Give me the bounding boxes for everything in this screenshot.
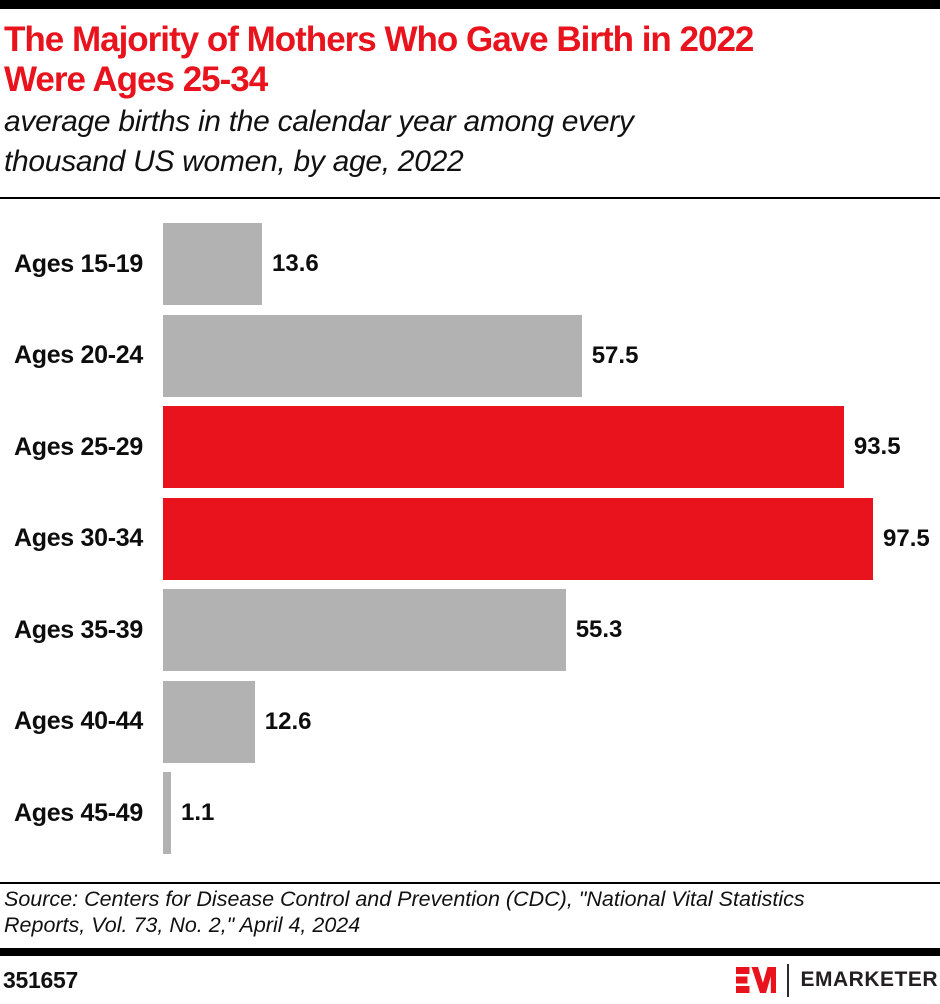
chart-title: The Majority of Mothers Who Gave Birth i… bbox=[4, 20, 904, 100]
footer-accent-bar bbox=[0, 948, 940, 956]
value-label: 97.5 bbox=[883, 524, 930, 552]
chart-row: Ages 20-24 57.5 bbox=[0, 314, 940, 397]
value-label: 57.5 bbox=[591, 341, 639, 369]
title-line-1: The Majority of Mothers Who Gave Birth i… bbox=[4, 20, 754, 59]
bar-ages-45-49 bbox=[163, 772, 171, 854]
em-logo-icon bbox=[736, 967, 777, 993]
source-line-1: Source: Centers for Disease Control and … bbox=[4, 887, 805, 911]
bar-ages-35-39 bbox=[163, 589, 566, 671]
subtitle-line-2: thousand US women, by age, 2022 bbox=[4, 145, 464, 178]
value-label: 55.3 bbox=[575, 616, 623, 643]
bar-ages-15-19 bbox=[163, 223, 263, 305]
chart-id: 351657 bbox=[3, 966, 78, 993]
category-label: Ages 35-39 bbox=[13, 615, 143, 644]
bar-chart: Ages 15-19 13.6 Ages 20-24 57.5 Ages 25-29 93… bbox=[0, 223, 940, 854]
bar-ages-40-44 bbox=[163, 680, 255, 763]
chart-row: Ages 40-44 12.6 bbox=[0, 680, 940, 763]
footer: 351657 EMARKETER bbox=[0, 956, 940, 1004]
source-note: Source: Centers for Disease Control and … bbox=[4, 886, 934, 938]
value-label: 13.6 bbox=[272, 250, 319, 277]
bar-ages-20-24 bbox=[163, 314, 582, 397]
category-label: Ages 40-44 bbox=[13, 707, 143, 735]
title-line-2: Were Ages 25-34 bbox=[4, 60, 268, 99]
emarketer-logo: EMARKETER bbox=[736, 963, 938, 997]
category-label: Ages 25-29 bbox=[13, 432, 143, 461]
header-divider bbox=[0, 197, 940, 199]
chart-row: Ages 30-34 97.5 bbox=[0, 497, 940, 580]
category-label: Ages 20-24 bbox=[13, 341, 143, 369]
top-accent-bar bbox=[0, 0, 940, 9]
subtitle-line-1: average births in the calendar year amon… bbox=[4, 105, 634, 138]
chart-row: Ages 35-39 55.3 bbox=[0, 589, 940, 671]
source-line-2: Reports, Vol. 73, No. 2," April 4, 2024 bbox=[4, 913, 361, 937]
chart-row: Ages 45-49 1.1 bbox=[0, 772, 940, 854]
category-label: Ages 30-34 bbox=[13, 524, 143, 552]
brand-wordmark: EMARKETER bbox=[800, 968, 938, 991]
category-label: Ages 45-49 bbox=[13, 798, 143, 827]
chart-subtitle: average births in the calendar year amon… bbox=[4, 102, 904, 182]
logo-divider bbox=[787, 963, 790, 997]
bar-ages-30-34 bbox=[163, 497, 873, 580]
source-divider bbox=[0, 882, 940, 884]
category-label: Ages 15-19 bbox=[13, 249, 143, 278]
bar-ages-25-29 bbox=[163, 406, 844, 488]
value-label: 1.1 bbox=[181, 799, 215, 826]
chart-row: Ages 15-19 13.6 bbox=[0, 223, 940, 305]
value-label: 93.5 bbox=[853, 433, 901, 460]
value-label: 12.6 bbox=[264, 707, 312, 735]
chart-row: Ages 25-29 93.5 bbox=[0, 406, 940, 488]
